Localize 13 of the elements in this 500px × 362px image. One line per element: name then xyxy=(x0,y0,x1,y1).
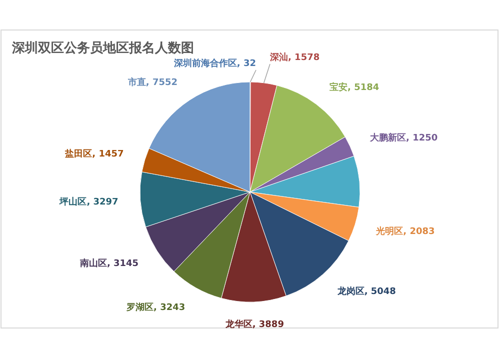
slice-label: 坪山区, 3297 xyxy=(58,196,118,208)
slice-label: 深汕, 1578 xyxy=(269,52,320,63)
slice-label: 大鹏新区, 1250 xyxy=(370,132,438,144)
slice-label: 龙岗区, 5048 xyxy=(336,286,396,298)
slice-label: 南山区, 3145 xyxy=(78,258,139,269)
slice-label: 龙华区, 3889 xyxy=(224,319,284,330)
chart-title: 深圳双区公务员地区报名人数图 xyxy=(11,41,194,56)
slice-label: 市直, 7552 xyxy=(126,76,178,88)
slice-label: 罗湖区, 3243 xyxy=(126,302,186,314)
slice-label: 盐田区, 1457 xyxy=(64,148,124,160)
slice-label: 宝安, 5184 xyxy=(330,82,380,93)
slice-label: 光明区, 2083 xyxy=(375,226,435,238)
slice-label: 深圳前海合作区, 32 xyxy=(172,58,256,69)
